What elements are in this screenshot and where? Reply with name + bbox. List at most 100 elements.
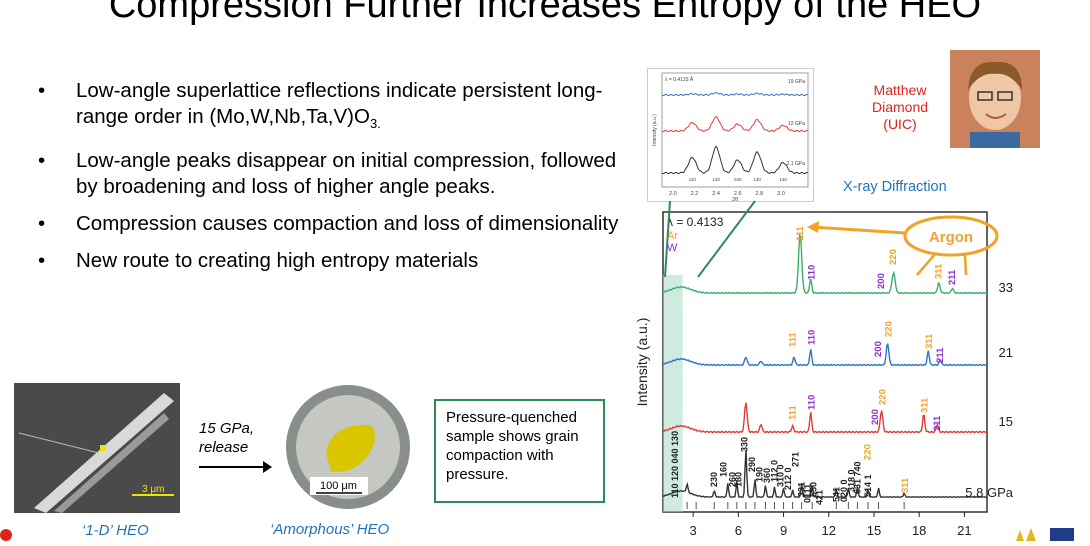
x-tick-label: 6 <box>735 523 742 538</box>
inset-series-line-12 <box>661 115 809 133</box>
right-image-caption: ‘Amorphous’ HEO <box>270 521 390 538</box>
reflection-label: 0111 <box>803 484 813 503</box>
reflection-label: 514 1 <box>863 474 873 497</box>
inset-series-label: 12 GPa <box>788 121 805 127</box>
reflection-label: 318 0 <box>846 469 856 492</box>
x-tick-label: 21 <box>957 523 971 538</box>
peak-label-311: 311 <box>900 477 911 493</box>
peak-label-110: 110 <box>807 330 818 345</box>
reflection-label: 020 0 <box>839 479 849 502</box>
logo-left <box>0 529 12 541</box>
argon-arrow-1 <box>810 225 906 235</box>
person-affiliation: (UIC) <box>883 116 917 132</box>
reflection-label: 230 <box>709 472 719 487</box>
series-line-15 <box>662 402 988 434</box>
series-label: 5.8 GPa <box>965 485 1013 500</box>
optical-scale-label: 100 μm <box>320 480 357 492</box>
xrd-label: X-ray Diffraction <box>843 179 947 195</box>
series-label: 33 <box>999 280 1013 295</box>
argon-label: Argon <box>929 229 973 246</box>
x-tick-label: 9 <box>780 523 787 538</box>
inset-series-line-2-1 <box>661 145 809 175</box>
x-tick-label: 3 <box>690 523 697 538</box>
reflection-label: 541 <box>831 487 841 502</box>
peak-label-200: 200 <box>876 273 887 289</box>
inset-x-tick-label: 2.0 <box>669 191 677 197</box>
reflection-label: 631 740 <box>852 461 862 494</box>
peak-label-110: 110 <box>807 395 818 410</box>
argon-arrow-2 <box>916 252 937 276</box>
reflection-label: 260 <box>727 472 737 487</box>
argon-ellipse <box>903 215 999 257</box>
series-line-21 <box>662 343 988 367</box>
peak-label-220: 220 <box>878 389 889 405</box>
person-name-line1: Matthew <box>873 82 927 98</box>
person-photo <box>950 50 1040 148</box>
reflection-label: 421 <box>815 490 825 505</box>
person-name-line2: Diamond <box>871 99 929 115</box>
argon-arrow-3 <box>963 252 968 276</box>
peak-label-211: 211 <box>932 415 943 431</box>
inset-x-tick-label: 3.0 <box>777 191 785 197</box>
reflection-label: 271 <box>791 452 801 467</box>
inset-x-tick-label: 2.4 <box>712 191 720 197</box>
peak-label-311: 311 <box>924 333 935 349</box>
reflection-label: 180 <box>733 472 743 487</box>
y-axis-label: Intensity (a.u.) <box>634 318 650 407</box>
reflection-label: 190 <box>754 467 764 482</box>
peak-label-200: 200 <box>873 341 884 357</box>
note-box: Pressure-quenched sample shows grain com… <box>434 399 605 503</box>
series-line-33 <box>662 233 988 295</box>
bullet-subscript: 3. <box>369 116 381 132</box>
reflection-label: 112 0 <box>770 460 780 482</box>
bullet-item: New route to creating high entropy mater… <box>38 248 628 274</box>
inset-x-tick-label: 2.6 <box>734 191 742 197</box>
bullet-list: Low-angle superlattice reflections indic… <box>38 78 628 285</box>
optical-image: 100 μm <box>286 383 411 511</box>
peak-label-211: 211 <box>935 347 946 363</box>
inset-x-tick-label: 2.2 <box>691 191 699 197</box>
legend-ar: Ar <box>667 230 678 242</box>
peak-label-200: 200 <box>870 409 881 425</box>
peak-label-111: 111 <box>788 404 799 420</box>
wavelength-label: λ = 0.4133 <box>667 215 724 229</box>
x-tick-label: 15 <box>867 523 881 538</box>
reflection-label: 160 <box>718 462 728 477</box>
inset-peak-label: 120 <box>712 177 720 182</box>
bullet-text: New route to creating high entropy mater… <box>76 249 479 273</box>
inset-series-line-19 <box>661 91 809 97</box>
series-label: 15 <box>999 414 1013 429</box>
logo-right <box>1010 528 1080 541</box>
reflection-label: 110 120 040 130 <box>670 431 680 498</box>
peak-label-211: 211 <box>947 269 958 285</box>
slide-title: Compression Further Increases Entropy of… <box>108 0 982 26</box>
argon-arrowhead <box>807 221 819 233</box>
series-label: 21 <box>999 345 1013 360</box>
bullet-item: Compression causes compaction and loss o… <box>38 211 628 237</box>
sem-image: 3 μm <box>14 383 180 513</box>
peak-label-220: 220 <box>862 444 873 460</box>
peak-label-111: 111 <box>795 225 806 241</box>
inset-peak-label: 140 <box>779 177 787 182</box>
peak-label-220: 220 <box>888 249 899 265</box>
reflection-label: 290 <box>747 457 757 472</box>
legend-w: W <box>667 242 678 254</box>
inset-series-label: 19 GPa <box>788 79 805 85</box>
peak-label-311: 311 <box>933 263 944 279</box>
peak-label-311: 311 <box>920 397 931 413</box>
person-name: Matthew Diamond (UIC) <box>860 82 940 133</box>
reflection-label: 330 <box>739 437 749 452</box>
bullet-item: Low-angle superlattice reflections indic… <box>38 78 628 137</box>
arrow-label-line1: 15 GPa, <box>199 420 255 437</box>
reflection-label: 212 0 <box>783 467 793 490</box>
right-arrow-icon <box>199 461 272 473</box>
reflection-label: 550 <box>809 482 819 497</box>
inset-peak-label: 040 <box>734 177 742 182</box>
peak-label-220: 220 <box>884 321 895 337</box>
x-tick-label: 12 <box>822 523 836 538</box>
inset-peak-label: 130 <box>753 177 761 182</box>
bullet-text: Low-angle peaks disappear on initial com… <box>76 149 617 199</box>
bullet-text: Low-angle superlattice reflections indic… <box>76 79 603 128</box>
reflection-label: 331 <box>797 482 807 497</box>
inset-y-axis-label: Intensity (a.u.) <box>652 114 658 146</box>
